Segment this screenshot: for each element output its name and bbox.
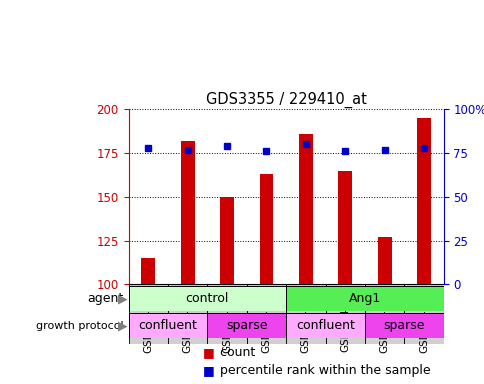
Text: GSM244653: GSM244653	[261, 289, 271, 353]
Bar	[207, 285, 246, 344]
Text: ▶: ▶	[118, 292, 127, 305]
Bar	[364, 313, 443, 338]
Text: confluent: confluent	[296, 319, 354, 332]
Bar	[286, 285, 325, 344]
Text: agent: agent	[87, 292, 123, 305]
Text: sparse: sparse	[226, 319, 267, 332]
Bar	[128, 285, 167, 344]
Bar	[167, 285, 207, 344]
Bar	[128, 286, 286, 311]
Text: GSM244654: GSM244654	[418, 289, 428, 353]
Bar	[181, 141, 194, 285]
Text: ▶: ▶	[118, 319, 127, 332]
Bar	[220, 197, 233, 285]
Bar	[298, 134, 312, 285]
Text: sparse: sparse	[383, 319, 424, 332]
Bar	[377, 237, 391, 285]
Title: GDS3355 / 229410_at: GDS3355 / 229410_at	[205, 92, 366, 108]
Bar	[246, 285, 286, 344]
Text: control: control	[185, 292, 228, 305]
Bar	[338, 170, 351, 285]
Bar	[141, 258, 155, 285]
Text: GSM244650: GSM244650	[340, 289, 349, 353]
Bar	[286, 286, 443, 311]
Text: ■: ■	[202, 364, 214, 377]
Bar	[207, 313, 286, 338]
Text: Ang1: Ang1	[348, 292, 380, 305]
Bar	[286, 313, 364, 338]
Text: GSM244647: GSM244647	[143, 289, 153, 353]
Text: GSM244649: GSM244649	[182, 289, 192, 353]
Bar	[364, 285, 404, 344]
Text: GSM244651: GSM244651	[222, 289, 231, 353]
Bar	[416, 118, 430, 285]
Bar	[325, 285, 364, 344]
Bar	[259, 174, 273, 285]
Text: percentile rank within the sample: percentile rank within the sample	[215, 364, 430, 377]
Text: confluent: confluent	[138, 319, 197, 332]
Bar	[404, 285, 443, 344]
Bar	[128, 313, 207, 338]
Text: count: count	[215, 346, 255, 359]
Text: GSM244648: GSM244648	[300, 289, 310, 353]
Text: ■: ■	[202, 346, 214, 359]
Text: growth protocol: growth protocol	[36, 321, 123, 331]
Text: GSM244652: GSM244652	[379, 289, 389, 353]
